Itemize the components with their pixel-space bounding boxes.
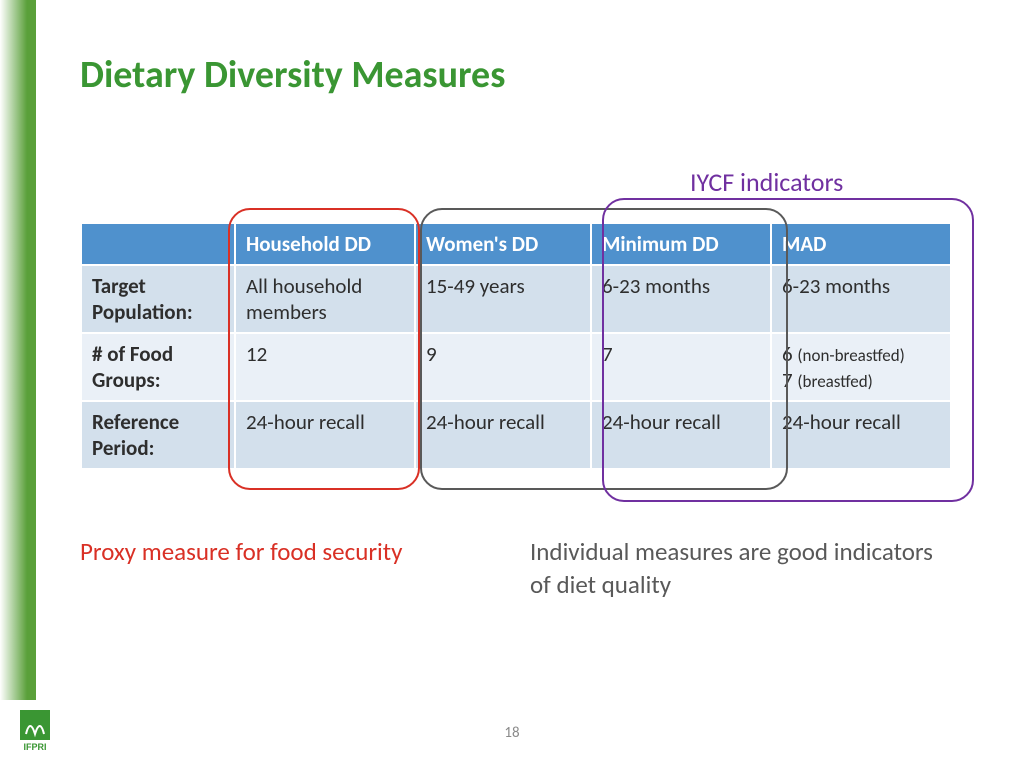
table-cell: 24-hour recall [771, 401, 951, 469]
page-title: Dietary Diversity Measures [80, 52, 505, 98]
row-label: Reference Period: [81, 401, 235, 469]
table-cell: 6-23 months [591, 265, 771, 333]
table-cell: 6-23 months [771, 265, 951, 333]
dietary-diversity-table: Household DDWomen's DDMinimum DDMAD Targ… [80, 222, 952, 470]
table-row: # of Food Groups:12976 (non-breastfed)7 … [81, 333, 951, 401]
iycf-indicators-label: IYCF indicators [690, 166, 843, 198]
row-label: # of Food Groups: [81, 333, 235, 401]
table-header: Household DD [235, 223, 415, 265]
table-row: Target Population:All household members1… [81, 265, 951, 333]
left-accent-bar [0, 0, 36, 700]
table-cell: 12 [235, 333, 415, 401]
table-header: MAD [771, 223, 951, 265]
table-cell: 24-hour recall [235, 401, 415, 469]
ifpri-logo: IFPRI [20, 710, 50, 750]
table-cell: 15-49 years [415, 265, 591, 333]
table-header-blank [81, 223, 235, 265]
table-header: Minimum DD [591, 223, 771, 265]
row-label: Target Population: [81, 265, 235, 333]
table-row: Reference Period:24-hour recall24-hour r… [81, 401, 951, 469]
caption-proxy-measure: Proxy measure for food security [80, 536, 440, 569]
table-cell: 7 [591, 333, 771, 401]
table-cell: 6 (non-breastfed)7 (breastfed) [771, 333, 951, 401]
caption-individual-measures: Individual measures are good indicators … [530, 536, 950, 601]
table-header: Women's DD [415, 223, 591, 265]
page-number: 18 [0, 724, 1024, 742]
table-cell: 24-hour recall [415, 401, 591, 469]
table-cell: 24-hour recall [591, 401, 771, 469]
table-cell: All household members [235, 265, 415, 333]
svg-text:IFPRI: IFPRI [23, 742, 46, 750]
table-cell: 9 [415, 333, 591, 401]
